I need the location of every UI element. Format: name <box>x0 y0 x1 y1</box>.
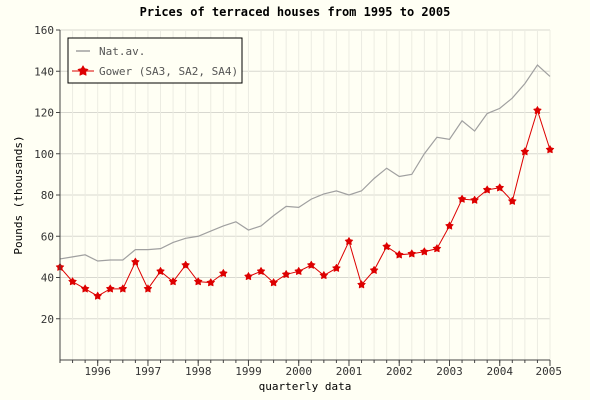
data-point <box>168 276 178 286</box>
data-point <box>331 263 341 273</box>
x-ticks: 1996 1997 1998 1999 2000 2001 2002 2003 2004 2005 <box>59 360 563 378</box>
y-tick-label: 20 <box>41 313 54 326</box>
series-nat-av <box>59 64 551 262</box>
data-point <box>156 266 165 276</box>
y-tick-label: 40 <box>41 272 54 285</box>
legend-label-nat-av: Nat.av. <box>99 45 145 58</box>
y-ticks: 20 40 60 80 100 120 140 160 <box>34 24 60 326</box>
y-tick-label: 140 <box>34 65 54 78</box>
x-tick-label: 2001 <box>336 365 363 378</box>
y-axis-title: Pounds (thousands) <box>12 135 25 254</box>
data-point <box>256 266 266 276</box>
y-tick-label: 120 <box>34 107 54 120</box>
data-point <box>206 277 216 287</box>
data-point <box>181 260 191 269</box>
data-point <box>394 250 404 259</box>
data-point <box>294 266 304 276</box>
y-tick-label: 80 <box>41 189 54 202</box>
data-point <box>143 284 153 293</box>
data-point <box>319 270 329 280</box>
x-tick-label: 1999 <box>235 365 262 378</box>
series-line <box>59 64 551 262</box>
data-point <box>470 195 480 204</box>
x-tick-label: 2000 <box>285 365 312 378</box>
data-point <box>482 185 492 194</box>
legend-label-gower: Gower (SA3, SA2, SA4) <box>99 65 238 78</box>
data-point <box>407 249 417 258</box>
data-point <box>520 146 530 156</box>
series-layer <box>55 64 555 300</box>
x-tick-label: 2005 <box>536 365 563 378</box>
data-point <box>545 144 555 154</box>
y-tick-label: 100 <box>34 148 54 161</box>
data-point <box>419 247 429 256</box>
data-point <box>507 196 517 205</box>
data-point <box>495 183 505 192</box>
data-point <box>382 241 392 251</box>
data-point <box>68 276 78 286</box>
plot-area: 20 40 60 80 100 120 140 160 1996 1997 1998 1999 200… <box>34 24 562 378</box>
legend: Nat.av. Gower (SA3, SA2, SA4) <box>67 37 243 84</box>
data-point <box>218 268 228 278</box>
data-point <box>445 221 454 230</box>
data-point <box>432 243 442 253</box>
legend-star <box>77 65 89 76</box>
grid-lines <box>59 29 551 360</box>
chart-title: Prices of terraced houses from 1995 to 2… <box>140 5 451 19</box>
y-tick-label: 60 <box>41 230 54 243</box>
data-point <box>118 284 128 293</box>
data-point <box>357 280 367 289</box>
y-tick-label: 160 <box>34 24 54 37</box>
data-point <box>80 284 90 293</box>
data-point <box>130 257 140 266</box>
data-point <box>243 271 253 281</box>
data-point <box>457 194 467 203</box>
data-point <box>105 284 115 293</box>
legend-marker-gower <box>77 65 89 76</box>
x-tick-label: 1997 <box>135 365 162 378</box>
x-tick-label: 2004 <box>486 365 513 378</box>
data-point <box>193 276 203 286</box>
series-gower <box>55 105 555 300</box>
legend-box <box>67 37 243 84</box>
data-point <box>269 277 279 287</box>
x-axis-title: quarterly data <box>259 380 352 393</box>
data-point <box>532 105 542 115</box>
x-tick-label: 1998 <box>185 365 212 378</box>
data-point <box>344 236 354 246</box>
data-point <box>281 269 291 279</box>
data-point <box>306 260 316 269</box>
data-point <box>369 265 379 275</box>
data-point <box>93 291 103 300</box>
x-tick-label: 2003 <box>436 365 463 378</box>
x-tick-label: 1996 <box>84 365 111 378</box>
x-tick-label: 2002 <box>386 365 413 378</box>
